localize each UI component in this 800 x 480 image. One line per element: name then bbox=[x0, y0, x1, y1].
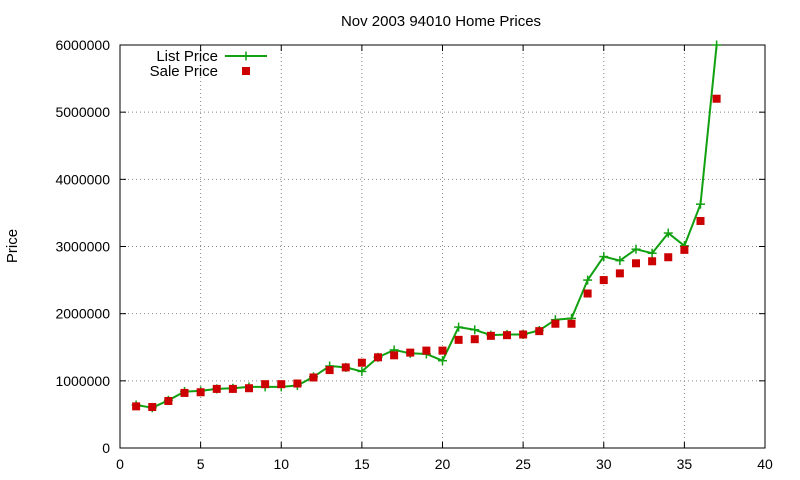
sale-price-point bbox=[583, 289, 592, 298]
sale-price-point bbox=[680, 245, 689, 254]
sale-price-point bbox=[664, 253, 673, 262]
list-price-point bbox=[696, 199, 705, 209]
sale-price-point bbox=[164, 396, 173, 405]
chart-title: Nov 2003 94010 Home Prices bbox=[341, 13, 541, 30]
sale-price-point bbox=[632, 259, 640, 268]
y-tick-label: 5000000 bbox=[55, 104, 110, 120]
list-price-point bbox=[357, 366, 367, 376]
y-tick-label: 3000000 bbox=[55, 239, 110, 255]
list-price-point bbox=[599, 252, 609, 262]
sale-price-point bbox=[374, 353, 382, 362]
sale-price-point bbox=[535, 327, 544, 336]
sale-price-point bbox=[148, 403, 157, 412]
series-layer bbox=[131, 40, 722, 413]
list-price-point bbox=[712, 40, 722, 50]
sale-price-point bbox=[519, 330, 528, 339]
sale-price-point bbox=[228, 384, 237, 393]
sale-price-point bbox=[132, 402, 141, 411]
x-tick-label: 5 bbox=[197, 456, 205, 472]
sale-price-point bbox=[390, 351, 399, 360]
sale-price-point bbox=[180, 388, 189, 397]
list-price-point bbox=[438, 356, 447, 366]
sale-price-point bbox=[503, 331, 511, 340]
legend-label-sale-price: Sale Price bbox=[150, 63, 218, 80]
y-tick-label: 1000000 bbox=[55, 373, 110, 389]
sale-price-point bbox=[196, 388, 205, 397]
list-price-point bbox=[583, 275, 593, 285]
sale-price-point bbox=[648, 257, 657, 266]
sale-price-point bbox=[422, 346, 431, 355]
y-axis-label: Price bbox=[4, 229, 21, 263]
list-price-point bbox=[615, 256, 625, 266]
x-tick-label: 0 bbox=[116, 456, 124, 472]
sale-price-point bbox=[261, 380, 270, 389]
x-tick-label: 25 bbox=[515, 456, 531, 472]
list-price-point bbox=[663, 228, 673, 238]
sale-price-point bbox=[293, 379, 302, 388]
sale-price-point bbox=[245, 384, 253, 393]
x-tick-label: 30 bbox=[596, 456, 612, 472]
ticks: 0 5 10 15 20 25 30 35 40 0 1000000 2000000 3000000 40… bbox=[55, 37, 773, 472]
x-tick-label: 10 bbox=[273, 456, 289, 472]
sale-price-point bbox=[277, 380, 286, 389]
sale-price-point bbox=[357, 358, 366, 367]
sale-price-point bbox=[551, 319, 560, 328]
sale-price-point bbox=[712, 94, 721, 103]
sale-price-point bbox=[212, 384, 221, 393]
sale-price-point bbox=[470, 335, 479, 344]
sale-price-point bbox=[615, 269, 624, 278]
sale-price-point bbox=[696, 216, 705, 225]
legend-swatch-sale-price bbox=[242, 67, 250, 75]
sale-price-point bbox=[325, 366, 334, 375]
list-price-point bbox=[647, 248, 657, 258]
x-tick-label: 35 bbox=[677, 456, 693, 472]
x-tick-label: 15 bbox=[354, 456, 370, 472]
list-price-point bbox=[470, 325, 480, 335]
x-tick-label: 20 bbox=[435, 456, 451, 472]
sale-price-point bbox=[341, 363, 350, 372]
list-price-point bbox=[454, 322, 464, 332]
y-tick-label: 4000000 bbox=[55, 171, 110, 187]
sale-price-point bbox=[309, 373, 318, 382]
sale-price-point bbox=[454, 335, 463, 344]
sale-price-point bbox=[406, 348, 415, 357]
sale-price-point bbox=[438, 346, 447, 355]
y-tick-label: 0 bbox=[102, 440, 110, 456]
y-tick-label: 6000000 bbox=[55, 37, 110, 53]
legend-marker-list-price bbox=[241, 51, 251, 61]
x-tick-label: 40 bbox=[757, 456, 773, 472]
legend-label-list-price: List Price bbox=[156, 48, 218, 65]
list-price-point bbox=[631, 244, 641, 254]
sale-price-point bbox=[599, 276, 608, 285]
sale-price-point bbox=[567, 319, 576, 328]
y-tick-label: 2000000 bbox=[55, 306, 110, 322]
sale-price-point bbox=[486, 331, 495, 340]
